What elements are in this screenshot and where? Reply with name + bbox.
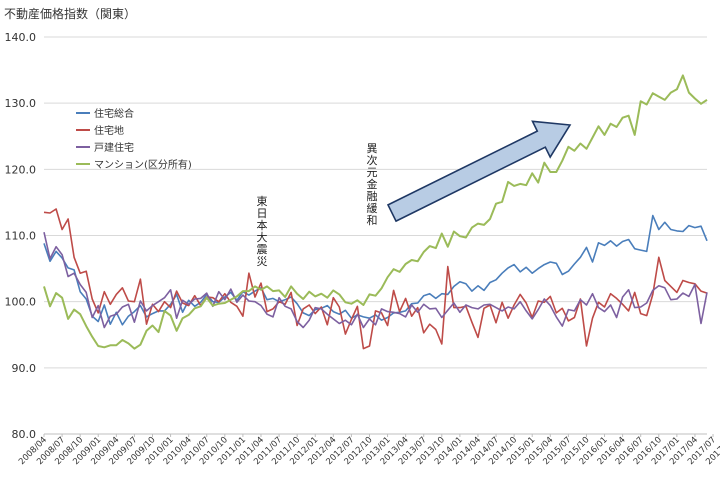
chart-title: 不動産価格指数（関東） [4, 7, 137, 21]
y-tick-label: 130.0 [5, 97, 37, 110]
annotation-text-1: 東 [257, 195, 268, 208]
annotation-text-1: 本 [257, 218, 268, 232]
annotation-text-1: 災 [257, 255, 268, 268]
annotation-text-2: 緩 [367, 202, 378, 215]
y-tick-label: 100.0 [5, 296, 37, 309]
y-tick-label: 140.0 [5, 31, 37, 44]
series-line-2 [43, 208, 708, 350]
annotation-text-2: 金 [367, 177, 378, 191]
annotation-text-2: 融 [367, 190, 378, 203]
series-line-4 [43, 74, 708, 350]
annotation-text-1: 大 [257, 230, 268, 244]
y-tick-label: 90.0 [12, 362, 37, 375]
annotation-text-2: 和 [367, 214, 378, 227]
legend-label: 戸建住宅 [94, 141, 134, 154]
annotation-text-2: 異 [367, 142, 378, 155]
y-tick-label: 120.0 [5, 163, 37, 176]
y-tick-label: 110.0 [5, 230, 37, 243]
annotation-text-1: 震 [257, 243, 268, 256]
annotation-text-1: 日 [257, 207, 268, 220]
trend-arrow [386, 120, 572, 223]
series-line-3 [43, 232, 708, 329]
annotation-text-2: 次 [367, 153, 378, 167]
annotation-text-2: 元 [367, 166, 378, 179]
y-tick-label: 80.0 [12, 428, 37, 441]
legend-label: 住宅地 [94, 124, 124, 137]
legend-label: 住宅総合 [94, 107, 134, 120]
legend-label: マンション(区分所有) [94, 158, 192, 171]
